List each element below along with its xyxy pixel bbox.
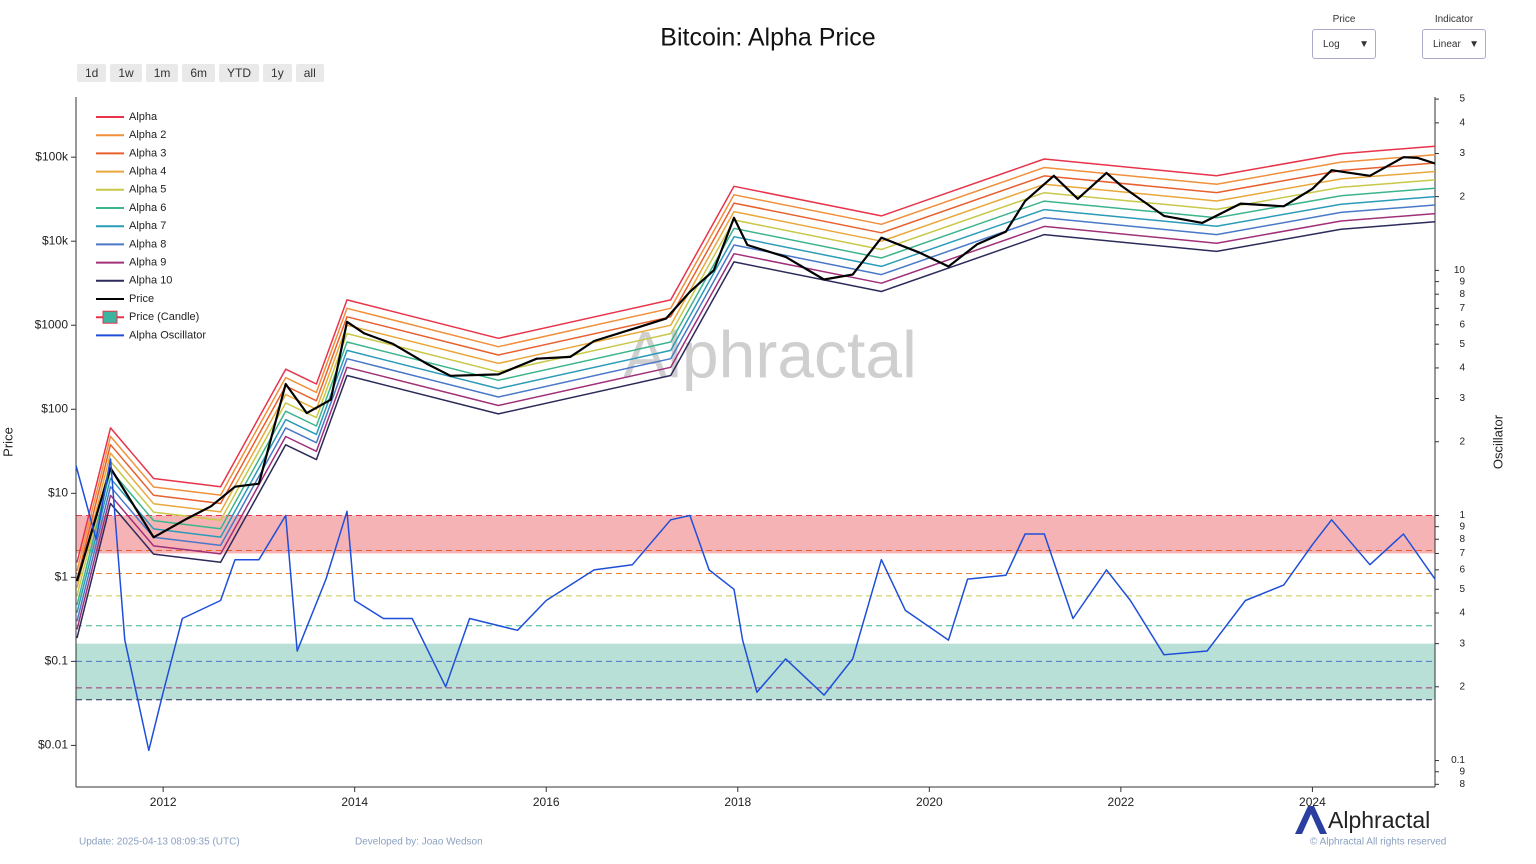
dropdown[interactable]: Linear ▼ [1422,29,1486,59]
oscillator-line [75,458,1436,752]
legend-label: Price [129,293,154,305]
y2-tick-label: 4 [1459,363,1465,374]
y-tick-label: $100k [35,149,69,163]
range-button[interactable]: 1m [145,64,179,82]
legend-label: Alpha 5 [129,184,166,196]
y2-tick-label: 1 [1459,510,1465,521]
legend-label: Price (Candle) [129,311,199,323]
rights-text: © Alphractal All rights reserved [1310,837,1446,848]
x-tick-label: 2012 [150,795,177,809]
oscillator-zone [76,515,1435,554]
caret: ▼ [1359,38,1369,50]
watermark: Alphractal [623,317,917,391]
update-text: Update: 2025-04-13 08:09:35 (UTC) [79,837,240,848]
legend-label: Alpha [129,111,158,123]
x-tick-label: 2020 [916,795,943,809]
y-tick-label: $1000 [35,317,69,331]
price-line [76,195,1436,613]
x-tick-label: 2024 [1299,795,1326,809]
dropdown[interactable]: Log ▼ [1312,29,1376,59]
y2-tick-label: 8 [1459,779,1465,790]
indicator-control: Indicator Linear ▼ [1422,14,1486,59]
price-line [76,204,1436,622]
brand: Alphractal [1328,807,1430,833]
price-line [76,162,1436,580]
y-tick-label: $10 [48,485,68,499]
dropdown-value: Log [1323,38,1340,50]
legend-label: Alpha 4 [129,166,166,178]
range-buttons: 1d 1w 1m 6m YTD 1y all [77,64,324,82]
legend-label: Alpha 8 [129,238,166,250]
y2-tick-label: 7 [1459,303,1465,314]
y2-tick-label: 5 [1459,584,1465,595]
y2-tick-label: 2 [1459,191,1465,202]
y-tick-label: $0.01 [38,738,68,752]
y2-tick-label: 8 [1459,534,1465,545]
y-tick-label: $1 [55,570,69,584]
logo-icon [1295,806,1327,834]
legend-label: Alpha Oscillator [129,329,206,341]
dropdown-value: Linear [1433,38,1461,50]
price-line [76,187,1436,606]
y-tick-label: $0.1 [45,654,69,668]
legend-label: Alpha 3 [129,147,166,159]
y2-tick-label: 4 [1459,608,1465,619]
y2-tick-label: 9 [1459,521,1465,532]
price-line [76,145,1436,563]
y2-tick-label: 3 [1459,148,1465,159]
range-button[interactable]: 6m [182,64,216,82]
y-tick-label: $100 [41,401,68,415]
legend-label: Alpha 9 [129,257,166,269]
legend-label: Alpha 6 [129,202,166,214]
y2-tick-label: 9 [1459,766,1465,777]
legend-label: Alpha 7 [129,220,166,232]
price-line [76,153,1436,572]
y2-tick-label: 2 [1459,436,1465,447]
y-axis-title: Price [0,427,15,457]
y2-tick-label: 5 [1459,94,1465,105]
price-line [76,170,1436,588]
x-tick-label: 2016 [533,795,560,809]
legend-label: Alpha 10 [129,275,172,287]
chart-title: Bitcoin: Alpha Price [660,24,875,52]
y2-tick-label: 3 [1459,638,1465,649]
range-button[interactable]: 1d [77,64,107,82]
y2-tick-label: 5 [1459,339,1465,350]
y2-tick-label: 2 [1459,681,1465,692]
x-tick-label: 2022 [1108,795,1135,809]
y2-tick-label: 4 [1459,117,1465,128]
control-label: Indicator [1434,14,1474,25]
y2-tick-label: 10 [1454,265,1466,276]
y2-axis-title: Oscillator [1490,414,1505,469]
y2-tick-label: 9 [1459,276,1465,287]
price-line [76,179,1436,597]
range-button[interactable]: YTD [219,64,260,82]
legend-swatch [102,310,118,324]
developer-text: Developed by: Joao Wedson [355,837,483,848]
y2-tick-label: 7 [1459,548,1465,559]
caret: ▼ [1469,38,1479,50]
price-line [76,212,1436,630]
control-label: Price [1332,14,1356,25]
y2-tick-label: 3 [1459,393,1465,404]
legend-label: Alpha 2 [129,129,166,141]
y2-tick-label: 8 [1459,289,1465,300]
range-button[interactable]: 1y [263,64,292,82]
price-line [75,156,1436,582]
x-tick-label: 2018 [724,795,751,809]
oscillator-zone [76,643,1435,700]
x-tick-label: 2014 [341,795,368,809]
price-line [76,221,1436,639]
y-tick-label: $10k [42,233,69,247]
price-control: Price Log ▼ [1312,14,1376,59]
range-button[interactable]: all [295,64,324,82]
y2-tick-label: 6 [1459,319,1465,330]
y2-tick-label: 0.1 [1451,755,1465,766]
y2-tick-label: 6 [1459,564,1465,575]
range-button[interactable]: 1w [110,64,142,82]
